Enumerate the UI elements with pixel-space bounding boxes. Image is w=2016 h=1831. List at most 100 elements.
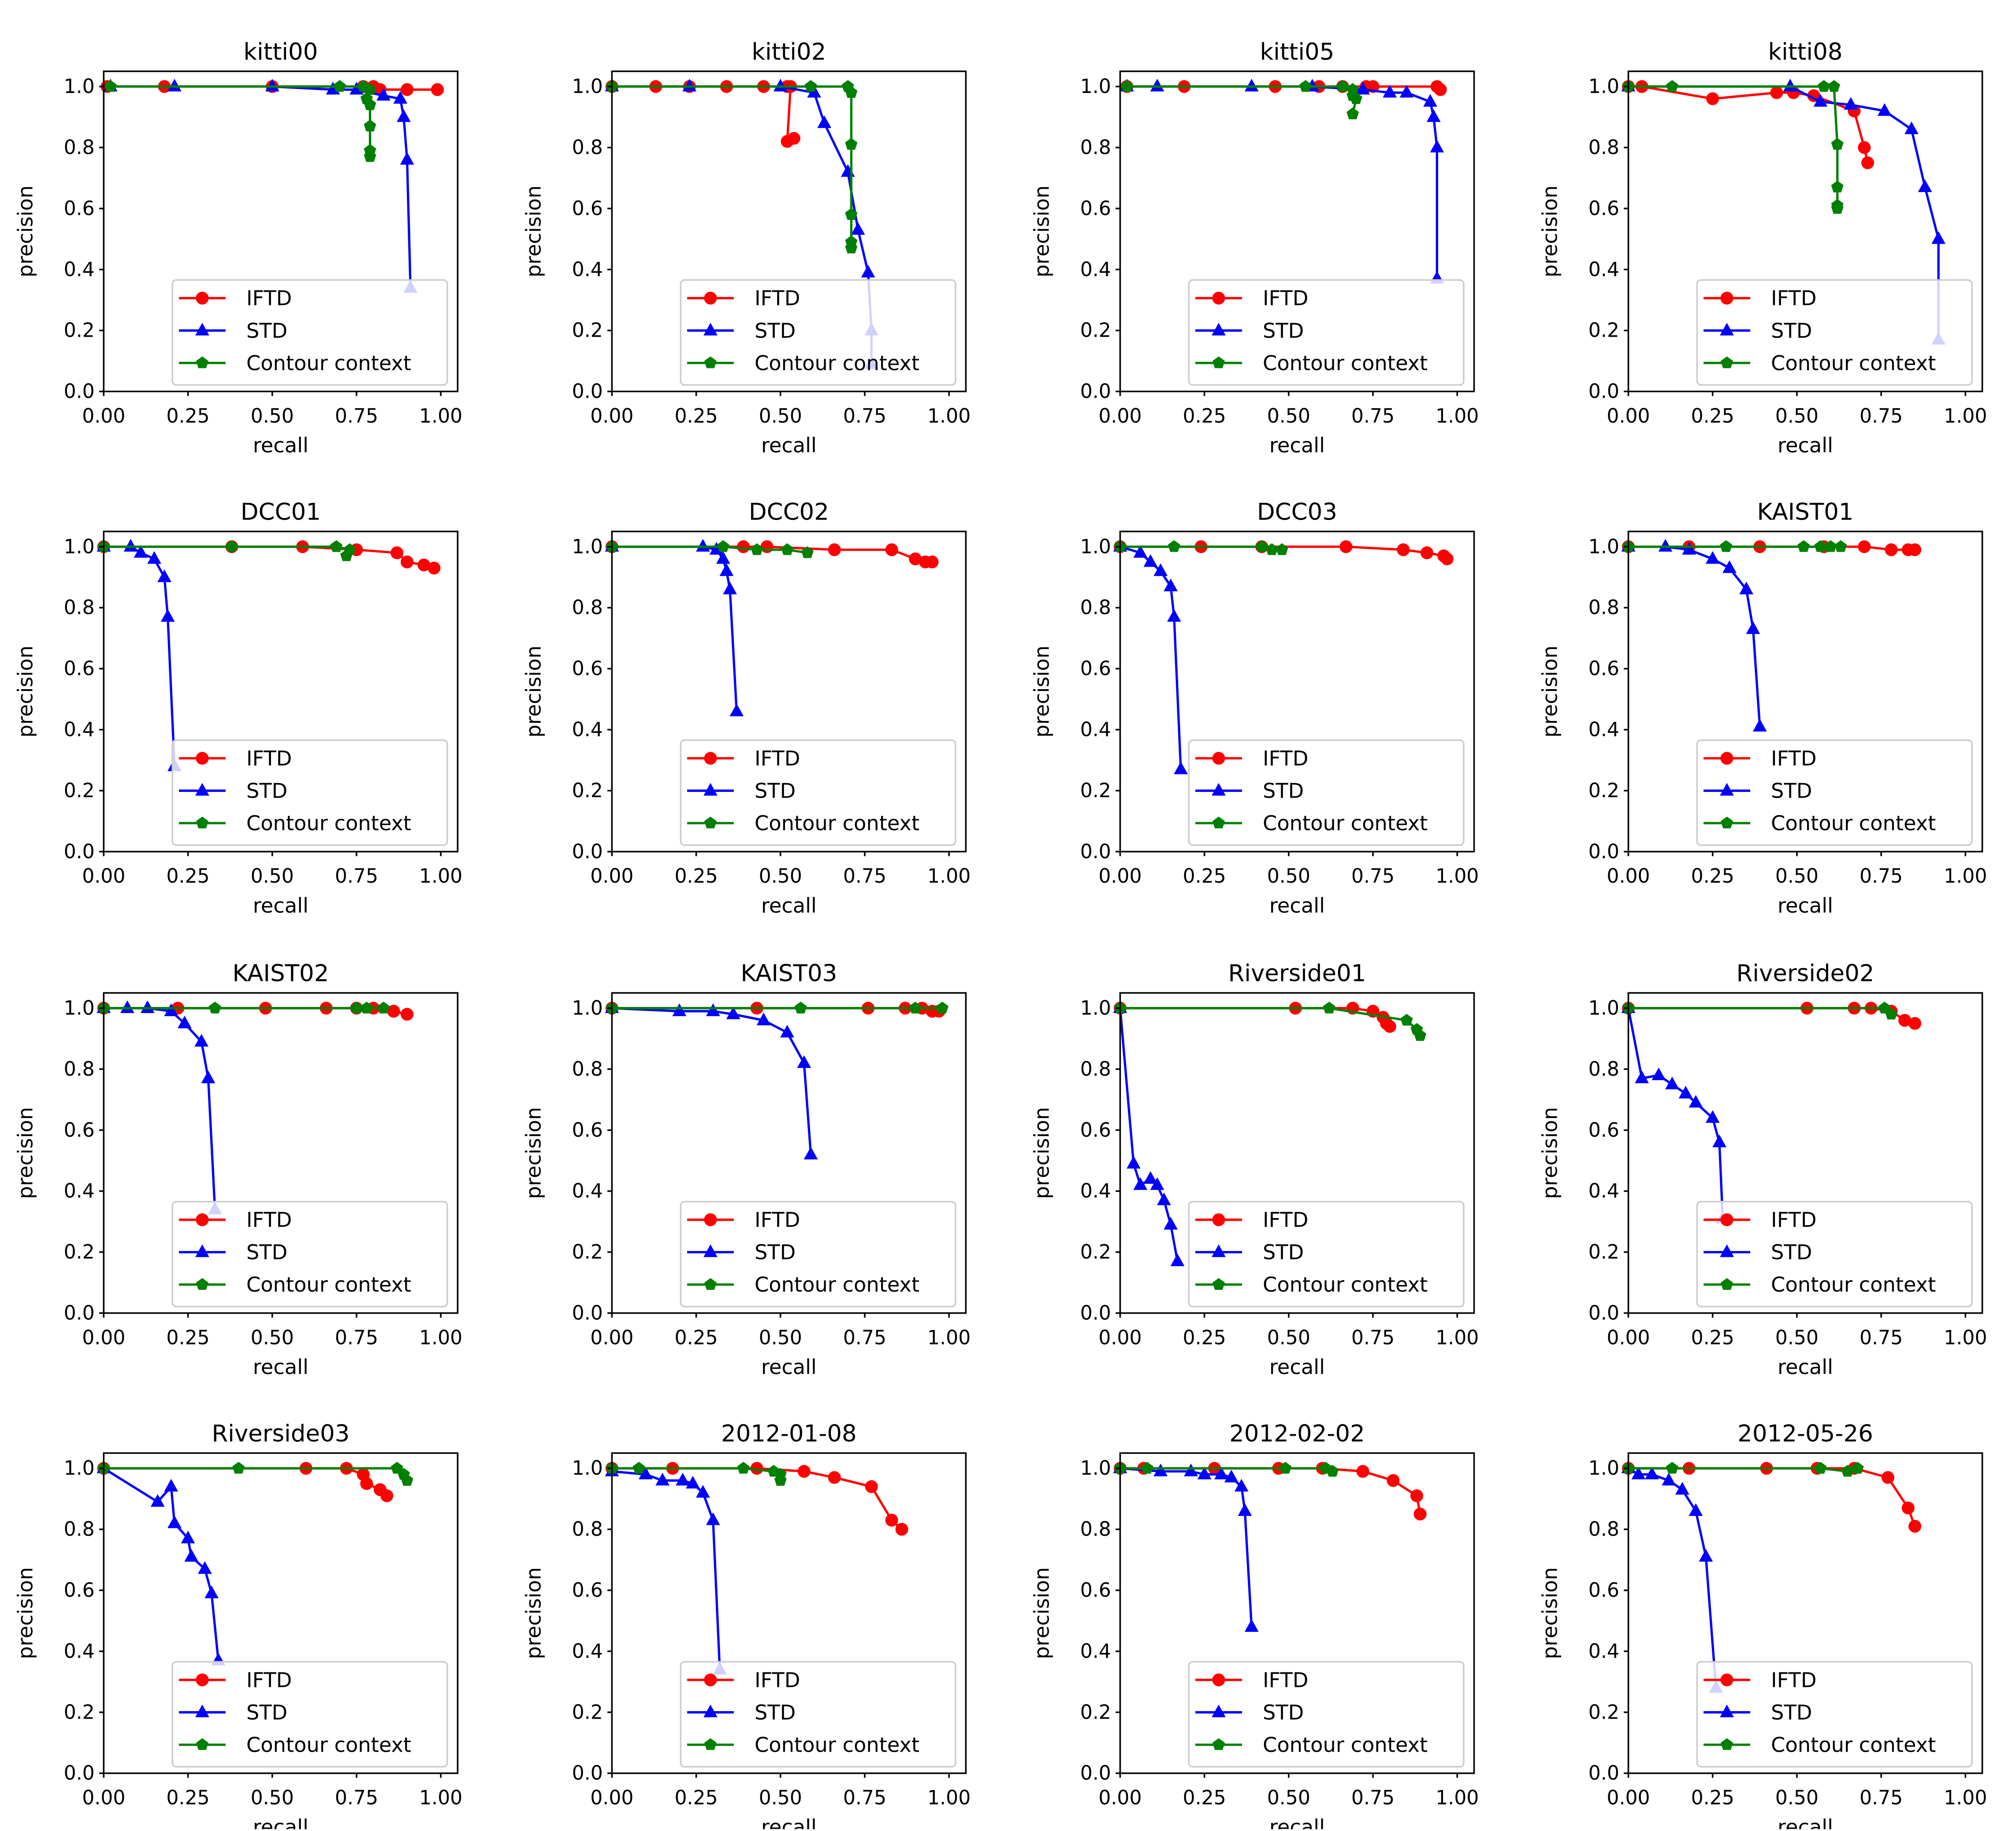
series-std: [1621, 1460, 1723, 1693]
y-tick-label: 0.2: [1080, 319, 1111, 342]
data-point: [774, 1474, 787, 1486]
legend-marker: [195, 1244, 209, 1257]
data-point: [803, 1147, 818, 1160]
legend-label: IFTD: [246, 286, 292, 310]
legend-item-contour-context: Contour context: [687, 1733, 919, 1757]
series-line: [104, 1007, 216, 1210]
y-tick-label: 1.0: [1588, 997, 1619, 1019]
legend-item-iftd: IFTD: [687, 1208, 800, 1232]
y-axis-label: precision: [522, 646, 546, 738]
x-tick-label: 0.00: [1607, 405, 1650, 427]
y-tick-label: 0.0: [1588, 380, 1619, 403]
series-std: [605, 539, 744, 717]
legend-marker: [703, 783, 718, 796]
data-point: [1143, 1171, 1158, 1184]
x-tick-label: 1.00: [1436, 1326, 1479, 1349]
data-point: [1400, 1014, 1413, 1026]
x-tick-label: 0.00: [590, 405, 633, 427]
subplot-2012-02-02: 2012-02-02 0.00 0.25 0.50 0.75 1.00 0.0 0.2 0.4 0…: [1030, 1420, 1479, 1831]
subplot-dcc01: DCC01 0.00 0.25 0.50 0.75 1.00 0.0 0.2 0.4 0.6 0.8…: [14, 499, 463, 917]
series-std: [97, 1460, 226, 1666]
legend-label: STD: [1263, 779, 1304, 802]
legend-marker: [1720, 752, 1733, 765]
y-tick-label: 0.8: [1588, 1518, 1619, 1541]
subplot-dcc02: DCC02 0.00 0.25 0.50 0.75 1.00 0.0 0.2 0.4 0.6 0.8…: [522, 499, 971, 917]
data-point: [400, 152, 414, 165]
subplot-title: kitti02: [751, 38, 826, 65]
y-tick-label: 0.2: [1588, 319, 1619, 342]
data-point: [1858, 540, 1871, 553]
legend-item-std: STD: [687, 1701, 796, 1724]
series-contour-context: [606, 1462, 787, 1486]
data-point: [1440, 552, 1454, 565]
legend-item-std: STD: [1704, 1240, 1812, 1264]
y-tick-label: 0.0: [64, 380, 95, 403]
legend-label: IFTD: [1263, 1208, 1308, 1232]
legend-item-std: STD: [1704, 779, 1812, 802]
x-tick-label: 0.00: [590, 1326, 633, 1349]
legend-item-contour-context: Contour context: [1195, 811, 1428, 835]
y-tick-label: 0.8: [1588, 136, 1619, 159]
data-point: [194, 1034, 209, 1047]
data-point: [1150, 1177, 1164, 1190]
data-point: [1299, 80, 1312, 92]
axes-frame: [103, 531, 459, 853]
data-point: [1339, 540, 1353, 553]
x-tick-label: 0.50: [759, 1326, 802, 1349]
data-point: [1420, 546, 1433, 559]
y-tick-label: 0.8: [572, 1058, 603, 1081]
legend-label: STD: [246, 779, 287, 802]
x-axis-label: recall: [1269, 1815, 1325, 1829]
y-tick-label: 0.0: [572, 1302, 603, 1324]
legend-marker: [1212, 356, 1225, 368]
x-tick-label: 1.00: [1436, 405, 1479, 427]
x-tick-label: 0.50: [1775, 1787, 1819, 1809]
x-tick-label: 0.75: [1860, 1787, 1903, 1809]
legend-label: IFTD: [246, 1668, 292, 1692]
y-tick-label: 0.8: [64, 136, 95, 159]
data-point: [773, 78, 788, 92]
legend-label: Contour context: [1263, 811, 1428, 835]
legend-marker: [1721, 356, 1733, 368]
legend-marker: [1720, 1705, 1734, 1717]
y-tick-label: 0.0: [64, 840, 95, 863]
data-point: [1746, 621, 1760, 634]
data-point: [926, 555, 939, 568]
axes-frame: [1627, 71, 1983, 393]
legend: IFTD STD Contour context: [1696, 1200, 1973, 1307]
axes-frame: [1627, 531, 1983, 853]
x-axis-label: recall: [1269, 434, 1325, 457]
data-point: [208, 1002, 221, 1014]
y-tick-label: 0.6: [1588, 197, 1619, 220]
data-point: [1739, 581, 1754, 594]
x-tick-label: 1.00: [1944, 405, 1987, 427]
legend-marker: [1212, 1213, 1225, 1226]
x-tick-label: 0.25: [166, 865, 209, 888]
subplot-title: KAIST03: [740, 960, 837, 987]
y-tick-label: 0.0: [572, 380, 603, 403]
y-tick-label: 0.0: [1080, 380, 1111, 403]
legend-box: [680, 1661, 956, 1768]
data-point: [1170, 1253, 1185, 1266]
legend-marker: [1212, 323, 1226, 336]
data-point: [845, 208, 858, 220]
data-point: [1908, 543, 1922, 557]
data-point: [364, 119, 376, 132]
series-contour-context: [1114, 1462, 1339, 1477]
legend-label: IFTD: [246, 747, 292, 770]
legend-marker: [704, 1738, 717, 1750]
data-point: [1666, 80, 1678, 92]
legend-item-iftd: IFTD: [1704, 1668, 1816, 1692]
x-tick-label: 0.75: [1351, 1326, 1395, 1349]
series-std: [97, 1000, 222, 1214]
data-point: [845, 241, 858, 254]
legend-marker: [196, 1278, 208, 1290]
subplot-riverside01: Riverside01 0.00 0.25 0.50 0.75 1.00 0.0 0.2 0.4…: [1030, 960, 1479, 1379]
x-tick-label: 0.25: [674, 1787, 718, 1809]
x-axis-label: recall: [761, 1355, 817, 1379]
series-iftd: [1622, 1462, 1922, 1533]
legend-label: Contour context: [246, 1273, 411, 1296]
x-tick-label: 0.00: [590, 1787, 633, 1809]
legend-item-std: STD: [687, 319, 796, 342]
data-point: [1662, 1473, 1676, 1486]
